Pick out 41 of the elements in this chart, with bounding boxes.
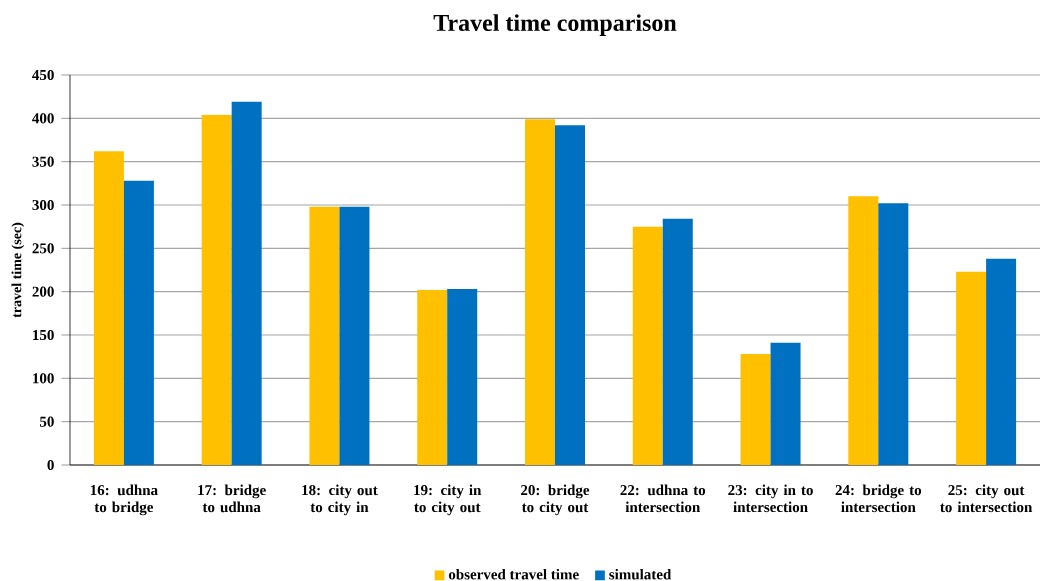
chart-title: Travel time comparison bbox=[433, 14, 677, 36]
x-tick-label: 24: bridge to intersection bbox=[835, 484, 922, 513]
bar bbox=[770, 342, 801, 465]
y-tick-label: 50 bbox=[39, 416, 54, 427]
bar bbox=[554, 125, 585, 465]
bar bbox=[848, 196, 879, 465]
y-tick-label: 100 bbox=[33, 373, 54, 384]
x-tick-label: 18: city out to city in bbox=[302, 484, 378, 516]
legend-label: simulated bbox=[609, 568, 672, 580]
bar bbox=[339, 206, 370, 465]
bar bbox=[201, 114, 232, 465]
x-tick-label: 22: udhna to intersection bbox=[620, 484, 706, 513]
x-tick-label: 16: udhna to bridge bbox=[90, 484, 158, 516]
bar bbox=[447, 289, 478, 465]
x-tick-label: 17: bridge to udhna bbox=[198, 484, 266, 513]
bar bbox=[878, 203, 909, 465]
y-tick-label: 300 bbox=[32, 199, 54, 211]
bar bbox=[123, 180, 154, 465]
x-tick-label: 19: city in to city out bbox=[414, 484, 482, 516]
bar bbox=[231, 101, 262, 465]
y-tick-label: 400 bbox=[32, 113, 54, 124]
legend-label: observed travel time bbox=[448, 568, 579, 580]
bar bbox=[986, 258, 1017, 465]
bar bbox=[956, 271, 987, 465]
bar bbox=[740, 354, 771, 465]
y-tick-label: 350 bbox=[32, 156, 54, 167]
y-tick-label: 150 bbox=[33, 329, 54, 341]
bar bbox=[93, 151, 124, 465]
bar bbox=[632, 226, 663, 465]
bar bbox=[525, 119, 555, 465]
bar bbox=[417, 289, 448, 465]
x-tick-label: 23: city in to intersection bbox=[728, 484, 813, 513]
y-tick-label: 200 bbox=[32, 286, 54, 297]
x-tick-label: 25: city out to intersection bbox=[940, 484, 1033, 513]
y-tick-label: 0 bbox=[47, 459, 54, 471]
bar bbox=[309, 206, 340, 465]
y-axis-title: travel time (sec) bbox=[11, 222, 25, 318]
y-tick-label: 250 bbox=[32, 243, 54, 254]
x-tick-label: 20: bridge to city out bbox=[521, 484, 590, 516]
y-tick-label: 450 bbox=[32, 69, 54, 81]
bar bbox=[662, 218, 693, 465]
